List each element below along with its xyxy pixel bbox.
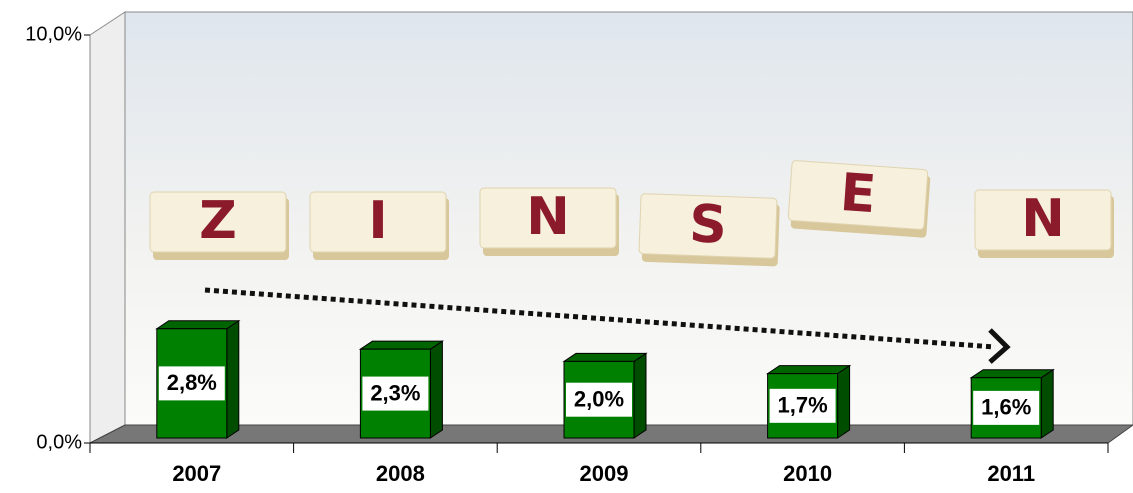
bar-top	[358, 340, 445, 350]
bar-side	[1040, 368, 1054, 439]
value-label: 1,6%	[981, 395, 1031, 420]
tile: Z	[149, 191, 289, 260]
tile-letter: I	[368, 191, 387, 251]
trend-arrow	[204, 287, 996, 350]
bar-top	[969, 369, 1055, 379]
side-wall	[89, 11, 126, 444]
x-tick-label: 2011	[987, 461, 1035, 486]
tile: N	[974, 189, 1114, 258]
value-label-box	[566, 382, 632, 417]
x-tick-label: 2010	[783, 461, 832, 486]
value-label-box	[769, 388, 836, 423]
tile-face	[149, 191, 287, 253]
bar-top	[765, 365, 852, 375]
value-label: 2,0%	[574, 387, 624, 412]
bar-side	[633, 352, 647, 439]
value-label-box	[158, 366, 225, 401]
tile-letter: N	[1021, 189, 1065, 249]
bar-top	[562, 352, 648, 362]
value-label-box	[362, 376, 429, 411]
tile-letter: N	[526, 187, 570, 247]
bar-side	[429, 340, 443, 439]
bar-side	[226, 319, 240, 439]
tile-face	[974, 189, 1112, 251]
y-tick-label: 0,0%	[36, 431, 82, 453]
tile-face	[638, 193, 778, 259]
x-tick-label: 2009	[580, 461, 629, 486]
value-label: 1,7%	[778, 393, 828, 418]
x-tick-label: 2008	[376, 461, 425, 486]
bar-side	[837, 364, 851, 439]
value-label-box	[973, 390, 1040, 425]
tile-letter: S	[688, 194, 728, 255]
x-tick-label: 2007	[172, 461, 221, 486]
tile: S	[638, 193, 780, 267]
tile: E	[787, 160, 931, 238]
y-tick-label: 10,0%	[25, 23, 82, 45]
bar-top	[155, 320, 241, 330]
tile: N	[479, 187, 619, 256]
tile-letter: E	[838, 163, 878, 225]
tile-letter: Z	[199, 191, 237, 251]
value-label: 2,3%	[370, 380, 420, 405]
tile: I	[309, 191, 449, 260]
tile-face	[479, 187, 617, 249]
tile-face	[309, 191, 447, 253]
arrow-head	[988, 328, 1011, 364]
value-label: 2,8%	[167, 370, 217, 395]
tile-face	[787, 160, 929, 230]
